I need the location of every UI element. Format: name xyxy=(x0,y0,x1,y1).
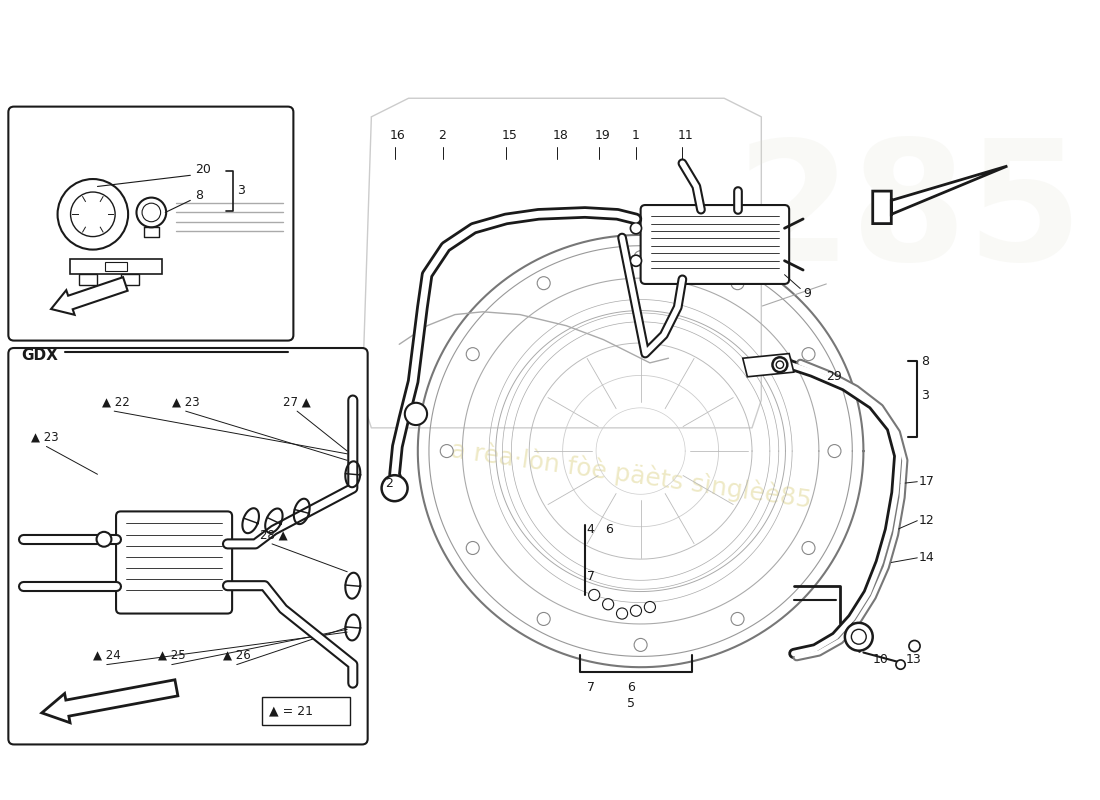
Circle shape xyxy=(828,445,842,458)
Polygon shape xyxy=(742,354,794,377)
Text: 4: 4 xyxy=(586,523,595,537)
Text: 20: 20 xyxy=(195,163,211,176)
Text: 27 ▲: 27 ▲ xyxy=(283,395,311,408)
Text: 12: 12 xyxy=(920,514,935,527)
Text: 17: 17 xyxy=(920,475,935,488)
Circle shape xyxy=(645,602,656,613)
Circle shape xyxy=(57,179,128,250)
Polygon shape xyxy=(872,166,1008,223)
Circle shape xyxy=(440,445,453,458)
Polygon shape xyxy=(51,277,128,314)
Bar xyxy=(79,274,98,285)
Text: ▲ 25: ▲ 25 xyxy=(157,649,186,662)
Text: 19: 19 xyxy=(594,129,609,142)
Circle shape xyxy=(616,608,628,619)
Text: 3: 3 xyxy=(236,184,244,197)
Circle shape xyxy=(634,250,647,264)
Text: 8: 8 xyxy=(921,354,929,367)
Text: 29: 29 xyxy=(826,370,843,383)
Circle shape xyxy=(630,255,641,266)
Text: 9: 9 xyxy=(803,286,811,300)
Circle shape xyxy=(732,613,744,626)
Text: 16: 16 xyxy=(389,129,406,142)
Circle shape xyxy=(142,203,161,222)
Circle shape xyxy=(537,613,550,626)
Text: 1: 1 xyxy=(631,129,639,142)
Text: ▲ 23: ▲ 23 xyxy=(172,395,199,408)
Text: ▲ = 21: ▲ = 21 xyxy=(270,705,314,718)
Circle shape xyxy=(630,222,641,234)
Circle shape xyxy=(851,630,866,644)
Text: GDX: GDX xyxy=(21,348,58,363)
FancyBboxPatch shape xyxy=(9,106,294,341)
Text: 2: 2 xyxy=(438,129,447,142)
Circle shape xyxy=(97,532,111,546)
FancyBboxPatch shape xyxy=(9,348,367,745)
Circle shape xyxy=(895,660,905,670)
Text: 2: 2 xyxy=(385,477,393,490)
Bar xyxy=(69,259,163,274)
Text: ▲ 26: ▲ 26 xyxy=(223,649,251,662)
Text: 8: 8 xyxy=(195,190,204,202)
Circle shape xyxy=(845,623,872,650)
Text: 28 ▲: 28 ▲ xyxy=(260,528,287,541)
Bar xyxy=(104,262,128,271)
Circle shape xyxy=(630,605,641,616)
Text: ▲ 24: ▲ 24 xyxy=(92,649,121,662)
Circle shape xyxy=(603,598,614,610)
Text: 13: 13 xyxy=(905,654,921,666)
Text: 10: 10 xyxy=(872,654,889,666)
Circle shape xyxy=(466,348,480,361)
Text: 285: 285 xyxy=(736,133,1084,296)
Circle shape xyxy=(382,475,408,501)
Circle shape xyxy=(802,542,815,554)
Circle shape xyxy=(70,192,116,237)
Circle shape xyxy=(802,348,815,361)
Text: 11: 11 xyxy=(678,129,693,142)
FancyBboxPatch shape xyxy=(117,511,232,614)
Text: 14: 14 xyxy=(920,551,935,564)
Circle shape xyxy=(777,361,783,369)
Text: 3: 3 xyxy=(921,389,928,402)
Circle shape xyxy=(537,277,550,290)
Text: 5: 5 xyxy=(627,697,635,710)
Circle shape xyxy=(405,402,427,425)
Circle shape xyxy=(588,590,600,601)
Text: 6: 6 xyxy=(605,523,613,537)
Text: a rèa·lòn fòè päèts sìnglèè85: a rèa·lòn fòè päèts sìnglèè85 xyxy=(449,436,813,512)
Text: 18: 18 xyxy=(552,129,569,142)
Bar xyxy=(262,697,350,725)
Text: 6: 6 xyxy=(627,682,635,694)
Text: 7: 7 xyxy=(586,682,595,694)
Circle shape xyxy=(909,641,920,652)
FancyBboxPatch shape xyxy=(640,205,789,284)
Circle shape xyxy=(772,358,788,372)
Circle shape xyxy=(634,638,647,651)
Polygon shape xyxy=(42,680,178,722)
Bar xyxy=(121,274,140,285)
Circle shape xyxy=(466,542,480,554)
Text: 15: 15 xyxy=(502,129,517,142)
Circle shape xyxy=(732,277,744,290)
Text: ▲ 22: ▲ 22 xyxy=(102,395,130,408)
Text: 7: 7 xyxy=(586,570,595,583)
Circle shape xyxy=(136,198,166,227)
Text: ▲ 23: ▲ 23 xyxy=(31,430,58,444)
